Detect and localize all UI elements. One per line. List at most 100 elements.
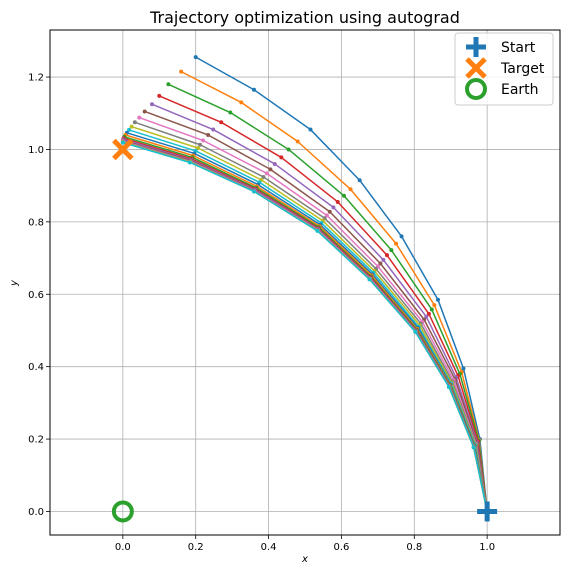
y-tick-label: 0.4 [28,362,44,373]
trajectory-point [378,261,383,266]
trajectory-point [120,140,125,145]
x-tick-label: 0.6 [333,542,349,553]
earth-marker [111,500,134,523]
trajectory-series [120,140,490,514]
trajectory-point [142,109,147,114]
trajectory-point [272,161,277,166]
trajectory-point [399,234,404,239]
trajectory-point [308,127,313,132]
y-tick-label: 0.2 [28,435,44,446]
trajectory-point [295,139,300,144]
trajectory-series [193,55,490,514]
grid [50,30,560,535]
trajectory-point [129,124,134,129]
trajectory-point [426,311,431,316]
y-tick-label: 0.0 [28,507,44,518]
trajectory-line [122,141,488,512]
trajectory-series [120,139,490,514]
legend: Start Target Earth [454,32,554,106]
trajectory-point [381,257,386,262]
trajectory-point [201,138,205,143]
trajectory-point [157,93,162,98]
trajectory-point [211,127,216,132]
trajectory-point [384,253,389,258]
trajectory-series [150,102,490,514]
axes-frame [49,29,561,536]
x-tick-label: 0.4 [261,542,277,553]
legend-box [454,32,554,106]
trajectory-point [252,189,256,194]
markers-group [111,138,498,523]
trajectory-point [327,209,332,214]
start-marker [477,501,498,522]
y-tick-label: 0.6 [28,290,44,301]
trajectory-point [394,241,399,246]
trajectory-point [446,384,451,389]
legend-earth-icon [465,78,487,100]
legend-label: Earth [501,82,539,98]
series-group [120,55,490,514]
trajectory-point [315,228,320,233]
trajectory-series [127,127,490,514]
trajectory-line [122,139,488,512]
x-tick-label: 0.0 [115,542,131,553]
trajectory-point [187,160,192,165]
trajectory-point [219,120,224,125]
trajectory-point [206,132,211,137]
trajectory-point [357,178,362,183]
trajectory-point [198,142,203,147]
trajectory-point [179,69,184,74]
trajectory-point [150,102,154,107]
trajectory-line [124,136,488,512]
trajectory-point [341,193,346,198]
trajectory-point [331,205,336,210]
trajectory-point [264,171,269,176]
trajectory-point [461,366,466,371]
trajectory-point [432,303,437,308]
x-tick-label: 0.8 [406,542,422,553]
trajectory-line [122,140,488,512]
trajectory-line [158,95,488,512]
trajectory-point [335,199,340,204]
trajectory-point [261,174,266,179]
trajectory-point [429,307,434,312]
trajectory-point [195,146,200,151]
legend-label: Target [500,61,545,77]
trajectory-point [166,82,171,87]
trajectory-point [471,445,476,450]
trajectory-line [128,129,488,512]
target-marker [112,138,134,161]
trajectory-line [138,116,488,512]
legend-label: Start [501,40,536,56]
trajectory-point [127,127,132,132]
y-tick-label: 1.2 [28,73,44,84]
x-axis-label: x [301,554,308,565]
trajectory-line [122,141,488,512]
trajectory-point [413,329,418,334]
trajectory-point [389,248,394,253]
trajectory-point [348,187,353,192]
trajectory-line [131,125,488,512]
ticks-group: 0.0 0.2 0.4 0.6 0.8 1.0 0.0 0.2 0.4 0.6 0.8 1.0 1.2 [28,73,495,553]
x-tick-label: 0.2 [188,542,204,553]
y-axis-label: y [9,279,20,287]
trajectory-point [279,155,284,160]
trajectory-point [252,87,256,92]
trajectory-line [123,138,488,512]
y-tick-label: 1.0 [28,145,44,156]
trajectory-series [120,140,490,514]
trajectory-point [193,55,198,60]
trajectory-point [239,100,244,105]
chart-title: Trajectory optimization using autograd [149,8,460,27]
legend-start-icon [466,37,486,57]
trajectory-point [228,110,233,115]
y-tick-label: 0.8 [28,217,44,228]
trajectory-point [132,120,137,125]
trajectory-point [137,115,142,120]
trajectory-point [268,167,273,172]
trajectory-line [122,141,488,512]
trajectory-point [367,277,372,282]
trajectory-point [424,314,429,319]
trajectory-series [123,132,490,514]
